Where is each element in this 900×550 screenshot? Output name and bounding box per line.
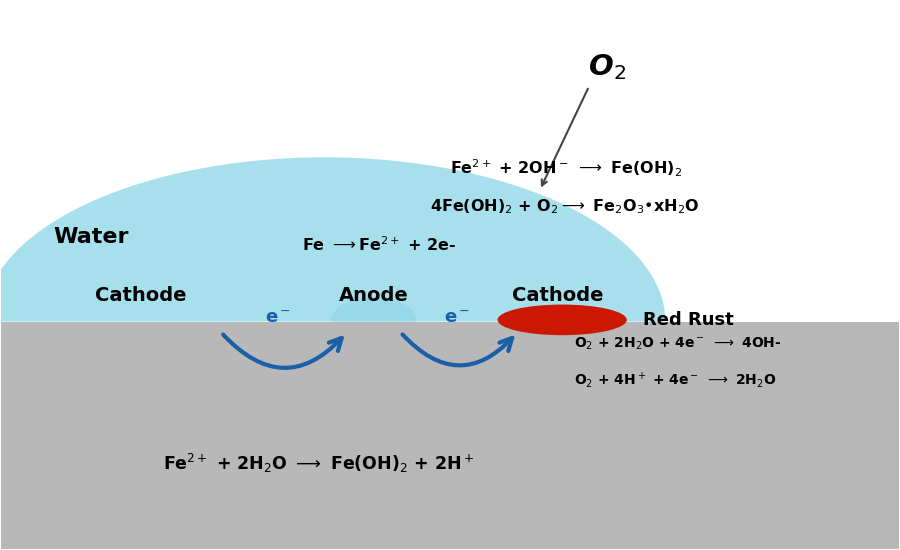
Text: Red Rust: Red Rust	[643, 311, 734, 329]
Text: e$^-$: e$^-$	[444, 309, 470, 327]
Text: Fe $\longrightarrow$Fe$^{2+}$ + 2e-: Fe $\longrightarrow$Fe$^{2+}$ + 2e-	[302, 235, 456, 254]
Text: Cathode: Cathode	[512, 287, 603, 305]
Text: O$_2$ + 2H$_2$O + 4e$^-$ $\longrightarrow$ 4OH-: O$_2$ + 2H$_2$O + 4e$^-$ $\longrightarro…	[574, 335, 781, 351]
Text: e$^-$: e$^-$	[265, 309, 291, 327]
Bar	[2, 322, 898, 548]
Text: 4Fe(OH)$_2$ + O$_2$$\longrightarrow$ Fe$_2$O$_3$•xH$_2$O: 4Fe(OH)$_2$ + O$_2$$\longrightarrow$ Fe$…	[430, 197, 699, 216]
Ellipse shape	[498, 305, 626, 335]
Text: Fe$^{2+}$ + 2H$_2$O $\longrightarrow$ Fe(OH)$_2$ + 2H$^+$: Fe$^{2+}$ + 2H$_2$O $\longrightarrow$ Fe…	[163, 452, 474, 475]
Text: Anode: Anode	[339, 287, 409, 305]
Polygon shape	[0, 157, 665, 322]
Text: Fe$^{2+}$ + 2OH$^-$ $\longrightarrow$ Fe(OH)$_2$: Fe$^{2+}$ + 2OH$^-$ $\longrightarrow$ Fe…	[450, 158, 682, 179]
FancyArrowPatch shape	[223, 334, 342, 368]
Text: Water: Water	[53, 227, 129, 247]
Text: Cathode: Cathode	[94, 287, 186, 305]
Text: O$_2$ + 4H$^+$ + 4e$^-$ $\longrightarrow$ 2H$_2$O: O$_2$ + 4H$^+$ + 4e$^-$ $\longrightarrow…	[574, 370, 776, 390]
FancyArrowPatch shape	[402, 334, 512, 365]
Polygon shape	[330, 297, 417, 322]
Text: O$_2$: O$_2$	[588, 52, 626, 82]
